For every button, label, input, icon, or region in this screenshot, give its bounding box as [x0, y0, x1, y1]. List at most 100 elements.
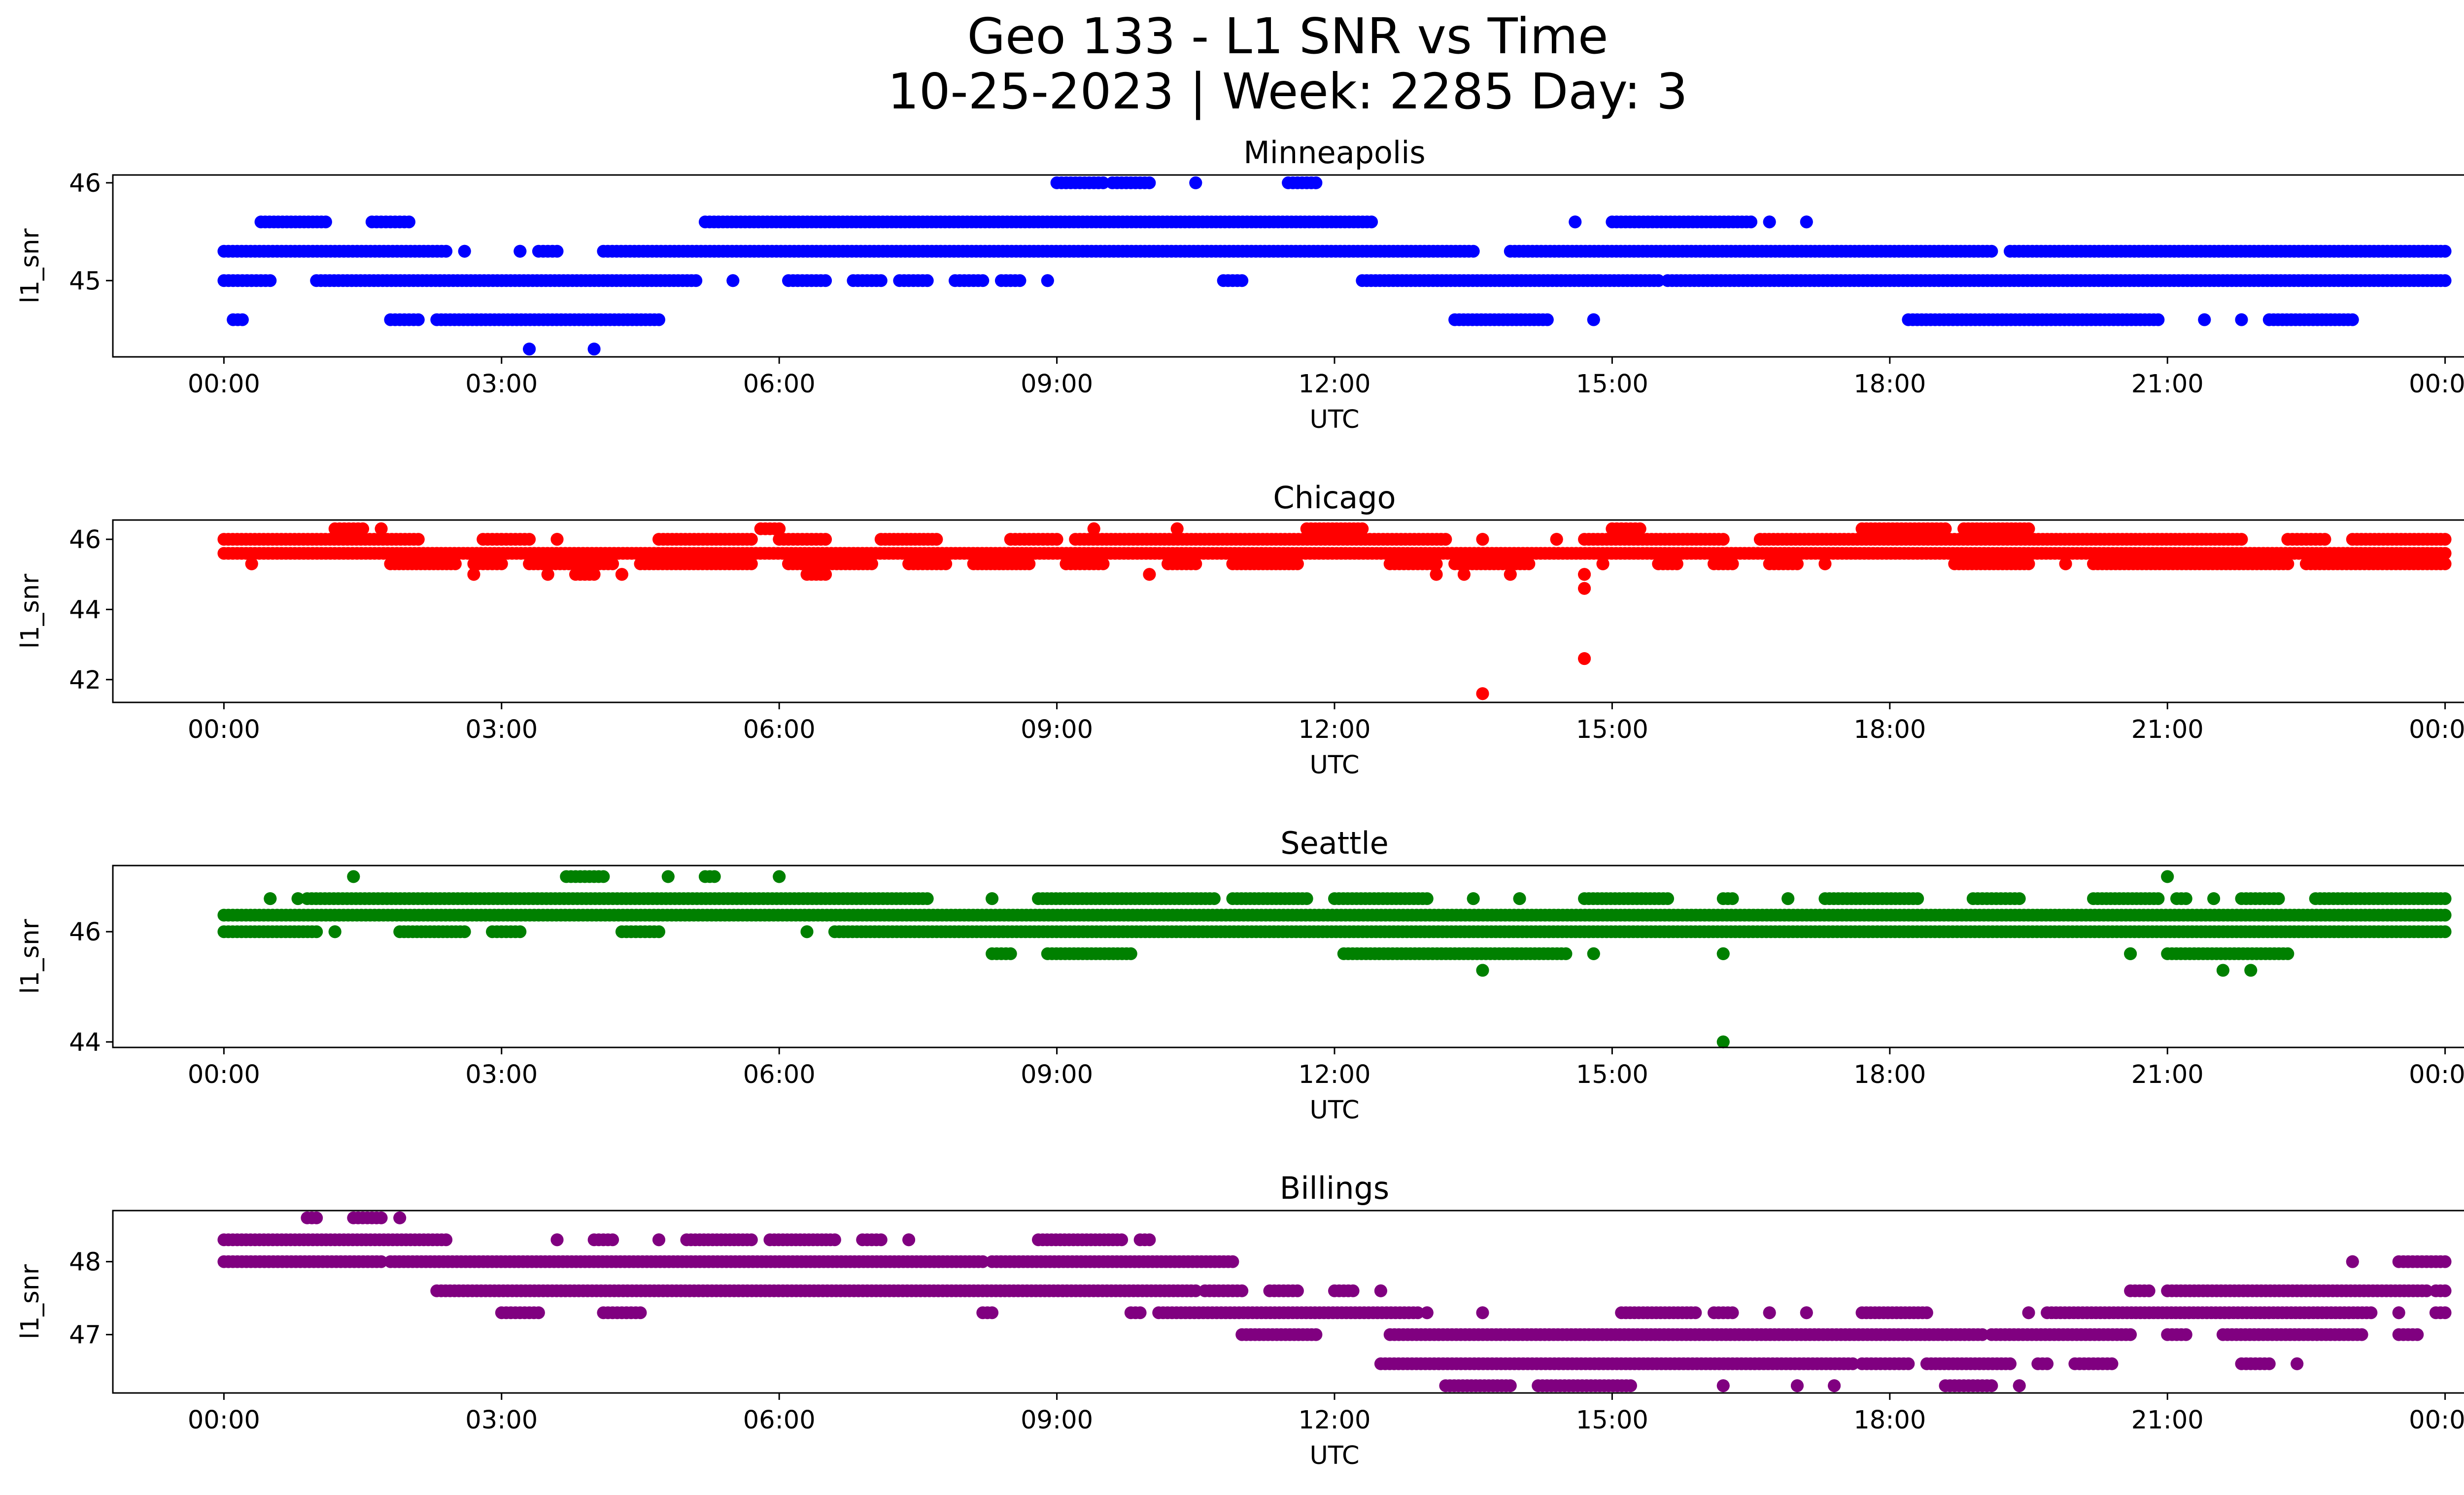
x-tick-label: 00:00 — [188, 370, 260, 399]
data-point — [2438, 908, 2452, 922]
data-point — [245, 557, 258, 570]
data-point — [2364, 1306, 2378, 1320]
data-point — [1578, 568, 1591, 581]
data-point — [819, 274, 832, 287]
x-tick-label: 03:00 — [465, 1060, 538, 1089]
data-point — [2124, 947, 2137, 960]
data-point — [264, 892, 277, 905]
data-point — [1115, 1233, 1129, 1247]
axes-frame — [112, 174, 2464, 358]
data-point — [976, 1255, 990, 1268]
y-tick-label: 44 — [69, 1028, 101, 1057]
data-point — [773, 522, 786, 535]
x-tick-label: 12:00 — [1299, 1060, 1371, 1089]
data-point — [1670, 557, 1683, 570]
x-tick-label: 00:00 — [2409, 370, 2464, 399]
data-point — [1791, 557, 1804, 570]
data-point — [986, 1306, 999, 1320]
y-tick-label: 46 — [69, 525, 101, 555]
data-point — [1023, 557, 1036, 570]
data-point — [2235, 533, 2248, 546]
data-point — [2438, 892, 2452, 905]
subplot-title: Chicago — [1273, 480, 1396, 516]
data-point — [2216, 964, 2229, 977]
data-point — [2235, 313, 2248, 326]
data-point — [597, 870, 610, 883]
data-point — [310, 1211, 323, 1224]
data-point — [458, 925, 471, 939]
data-point — [921, 274, 934, 287]
y-axis-label: l1_snr — [16, 919, 45, 994]
data-point — [1346, 1284, 1360, 1297]
data-point — [319, 215, 332, 229]
data-point — [2198, 313, 2211, 326]
data-point — [2318, 533, 2331, 546]
data-point — [1726, 892, 1739, 905]
data-point — [902, 1233, 916, 1247]
data-point — [2152, 892, 2165, 905]
data-point — [2022, 557, 2035, 570]
data-point — [1235, 274, 1249, 287]
data-point — [1133, 1306, 1147, 1320]
data-point — [1476, 964, 1489, 977]
data-point — [828, 1233, 841, 1247]
data-points — [217, 176, 2452, 356]
data-point — [375, 1255, 388, 1268]
y-tick-label: 46 — [69, 169, 101, 198]
x-axis-label: UTC — [1309, 751, 1359, 780]
y-tick-label: 42 — [69, 666, 101, 695]
x-tick-label: 00:00 — [2409, 1060, 2464, 1089]
y-tick-label: 45 — [69, 267, 101, 296]
data-point — [2346, 1255, 2359, 1268]
data-point — [1420, 1306, 1434, 1320]
data-point — [930, 533, 943, 546]
data-point — [1716, 947, 1730, 960]
data-point — [403, 215, 415, 229]
data-point — [1291, 557, 1304, 570]
data-point — [1430, 557, 1443, 570]
data-point — [652, 925, 665, 939]
data-point — [2438, 1255, 2452, 1268]
data-point — [745, 533, 758, 546]
subplot-title: Billings — [1280, 1170, 1389, 1206]
x-tick-label: 18:00 — [1853, 370, 1926, 399]
data-point — [411, 313, 425, 326]
data-point — [393, 1211, 407, 1224]
x-tick-label: 21:00 — [2131, 1060, 2204, 1089]
x-tick-label: 06:00 — [743, 370, 816, 399]
y-tick-label: 46 — [69, 918, 101, 947]
figure-title-line-2: 10-25-2023 | Week: 2285 Day: 3 — [888, 63, 1688, 120]
data-point — [1309, 1328, 1323, 1341]
x-tick-label: 21:00 — [2131, 370, 2204, 399]
data-point — [1596, 557, 1609, 570]
x-tick-label: 06:00 — [743, 1060, 816, 1089]
data-point — [1300, 892, 1313, 905]
data-point — [1800, 1306, 1813, 1320]
data-point — [587, 343, 601, 356]
data-point — [1745, 215, 1758, 229]
data-point — [1041, 274, 1054, 287]
y-axis-label: l1_snr — [16, 574, 45, 649]
data-point — [1439, 533, 1452, 546]
data-point — [440, 1233, 453, 1247]
data-point — [726, 274, 740, 287]
data-point — [2281, 947, 2294, 960]
data-point — [921, 892, 934, 905]
data-point — [513, 925, 527, 939]
data-point — [1143, 568, 1156, 581]
data-point — [1096, 176, 1110, 189]
data-point — [2438, 274, 2452, 287]
data-point — [708, 870, 721, 883]
data-point — [773, 870, 786, 883]
data-point — [1587, 947, 1600, 960]
data-point — [1689, 1306, 1702, 1320]
figure-title: Geo 133 - L1 SNR vs Time 10-25-2023 | We… — [0, 9, 2464, 119]
data-point — [2438, 244, 2452, 258]
data-point — [2059, 557, 2072, 570]
data-point — [819, 533, 832, 546]
x-axis-label: UTC — [1309, 405, 1359, 434]
data-point — [606, 557, 619, 570]
data-point — [1226, 1255, 1239, 1268]
data-point — [1207, 892, 1221, 905]
